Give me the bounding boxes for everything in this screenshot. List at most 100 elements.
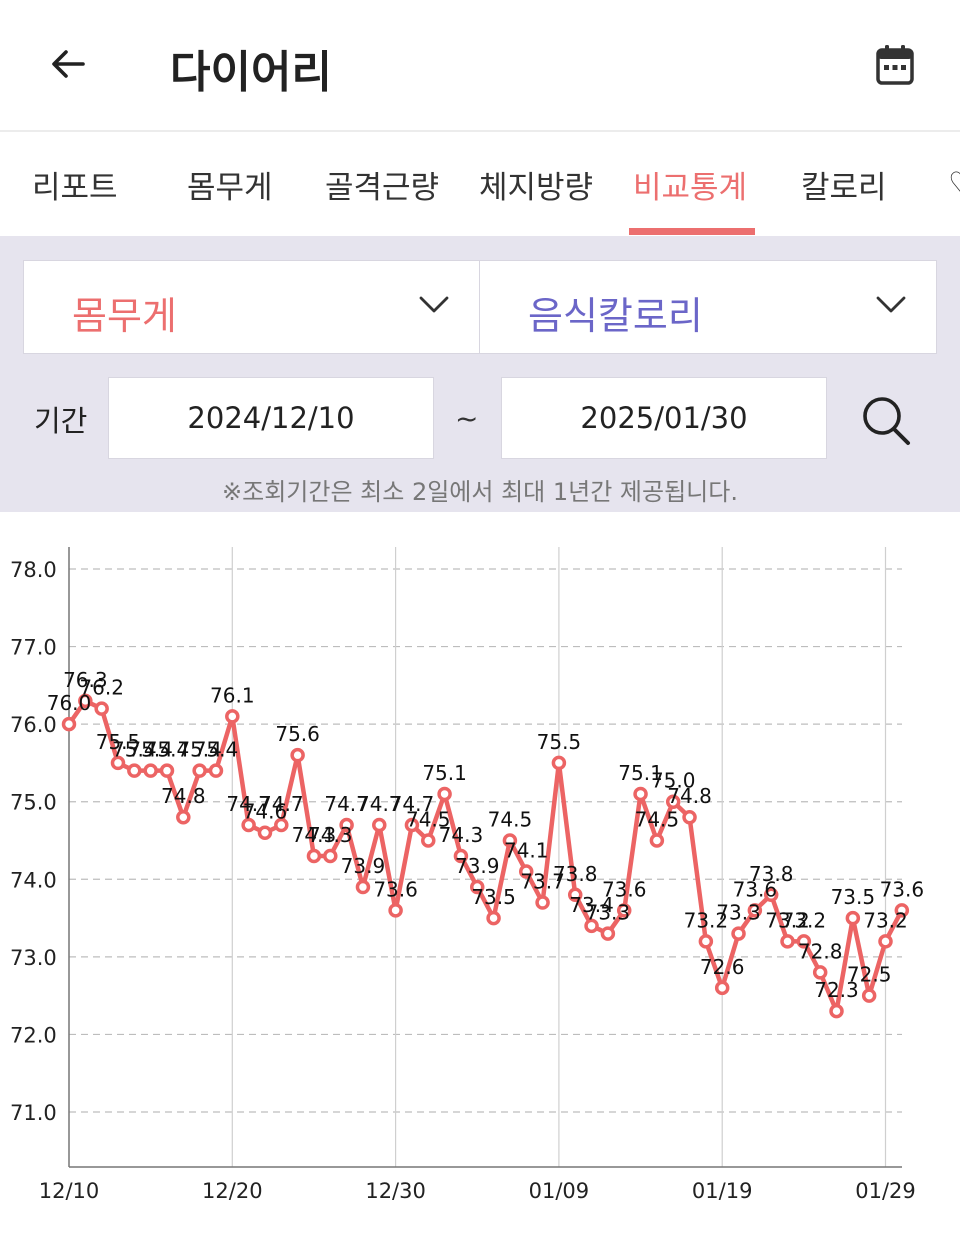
data-label: 72.8 <box>798 939 843 963</box>
data-label: 72.3 <box>814 978 859 1002</box>
data-point[interactable] <box>763 887 779 903</box>
tab-body-fat[interactable]: 체지방량 <box>479 169 594 206</box>
data-point[interactable] <box>845 910 861 926</box>
data-label: 73.7 <box>520 870 565 894</box>
metric-left-value: 몸무게 <box>72 294 177 338</box>
data-label: 74.3 <box>308 823 353 847</box>
data-point[interactable] <box>698 934 714 949</box>
tab-report[interactable]: 리포트 <box>32 169 118 206</box>
data-label: 75.0 <box>651 769 696 793</box>
metric-right-value: 음식칼로리 <box>528 294 703 338</box>
tab-next-partial[interactable]: ♡ <box>948 132 960 236</box>
data-point[interactable] <box>306 848 322 864</box>
tab-skeletal-muscle[interactable]: 골격근량 <box>325 169 440 206</box>
data-point[interactable] <box>61 716 77 732</box>
data-point[interactable] <box>551 755 567 771</box>
arrow-left-icon <box>52 50 85 78</box>
calendar-icon <box>876 45 914 85</box>
data-point[interactable] <box>747 903 763 918</box>
data-point[interactable] <box>502 833 518 848</box>
data-point[interactable] <box>241 817 256 833</box>
back-button[interactable] <box>44 38 92 90</box>
data-point[interactable] <box>143 763 158 778</box>
chart-data-labels: 76.076.376.275.575.475.475.474.875.475.4… <box>47 668 924 1002</box>
data-point[interactable] <box>584 918 599 934</box>
data-point[interactable] <box>714 980 730 996</box>
data-point[interactable] <box>110 755 126 771</box>
data-label: 75.4 <box>177 738 222 762</box>
y-tick-label: 75.0 <box>10 791 57 815</box>
chart-series <box>61 693 910 1019</box>
data-label: 75.1 <box>618 761 663 785</box>
data-point[interactable] <box>894 903 910 918</box>
data-point[interactable] <box>453 848 469 864</box>
y-tick-label: 74.0 <box>10 868 57 892</box>
data-label: 75.4 <box>112 738 157 762</box>
metric-right-select[interactable]: 음식칼로리 <box>479 260 937 354</box>
data-point[interactable] <box>633 786 648 802</box>
data-point[interactable] <box>339 817 354 833</box>
data-point[interactable] <box>404 817 420 833</box>
data-point[interactable] <box>780 934 795 949</box>
tab-weight[interactable]: 몸무게 <box>187 169 273 206</box>
metric-left-select[interactable]: 몸무게 <box>23 260 480 354</box>
data-point[interactable] <box>600 926 616 941</box>
data-point[interactable] <box>665 794 681 809</box>
data-point[interactable] <box>388 903 403 918</box>
data-point[interactable] <box>78 693 93 709</box>
data-point[interactable] <box>290 747 305 763</box>
end-date-field[interactable]: 2025/01/30 <box>501 377 827 459</box>
data-label: 74.6 <box>243 800 288 824</box>
data-point[interactable] <box>355 879 371 895</box>
data-point[interactable] <box>812 965 828 980</box>
data-label: 73.3 <box>716 901 761 925</box>
app-bar: 다이어리 <box>0 0 960 132</box>
data-point[interactable] <box>486 910 501 926</box>
data-label: 72.5 <box>847 963 892 987</box>
data-point[interactable] <box>682 809 697 825</box>
data-point[interactable] <box>518 864 534 879</box>
data-label: 74.3 <box>292 823 337 847</box>
data-point[interactable] <box>323 848 338 864</box>
tab-calorie[interactable]: 칼로리 <box>801 169 887 206</box>
data-point[interactable] <box>372 817 387 833</box>
data-point[interactable] <box>192 763 207 778</box>
start-date-field[interactable]: 2024/12/10 <box>108 377 434 459</box>
data-point[interactable] <box>437 786 452 802</box>
data-point[interactable] <box>208 763 224 778</box>
data-label: 76.3 <box>63 668 108 692</box>
search-button[interactable] <box>856 392 916 452</box>
data-label: 73.9 <box>455 854 500 878</box>
data-point[interactable] <box>127 763 142 778</box>
data-point[interactable] <box>274 817 289 833</box>
data-point[interactable] <box>159 763 175 778</box>
data-label: 76.2 <box>79 676 124 700</box>
data-point[interactable] <box>731 926 746 941</box>
data-point[interactable] <box>616 903 632 918</box>
data-point[interactable] <box>176 809 191 825</box>
data-label: 73.2 <box>765 908 810 932</box>
data-point[interactable] <box>878 934 893 949</box>
data-point[interactable] <box>470 879 485 895</box>
data-label: 73.8 <box>553 862 598 886</box>
y-tick-label: 72.0 <box>10 1023 57 1047</box>
search-icon <box>863 397 910 445</box>
data-point[interactable] <box>861 988 877 1003</box>
tab-bar: 리포트 몸무게 골격근량 체지방량 비교통계 칼로리 ♡ <box>0 132 960 237</box>
data-point[interactable] <box>421 833 436 848</box>
data-label: 74.7 <box>357 792 402 816</box>
data-point[interactable] <box>649 833 665 848</box>
data-point[interactable] <box>829 1003 844 1019</box>
data-point[interactable] <box>535 895 550 910</box>
data-label: 73.5 <box>471 885 516 909</box>
data-point[interactable] <box>796 934 812 949</box>
data-label: 73.6 <box>880 877 925 901</box>
data-point[interactable] <box>567 887 583 903</box>
calendar-button[interactable] <box>868 38 922 92</box>
data-point[interactable] <box>94 701 109 716</box>
data-label: 73.6 <box>373 877 418 901</box>
data-point[interactable] <box>257 825 273 840</box>
tab-compare-stats[interactable]: 비교통계 <box>633 169 748 206</box>
data-point[interactable] <box>225 709 240 724</box>
data-label: 75.5 <box>537 730 582 754</box>
